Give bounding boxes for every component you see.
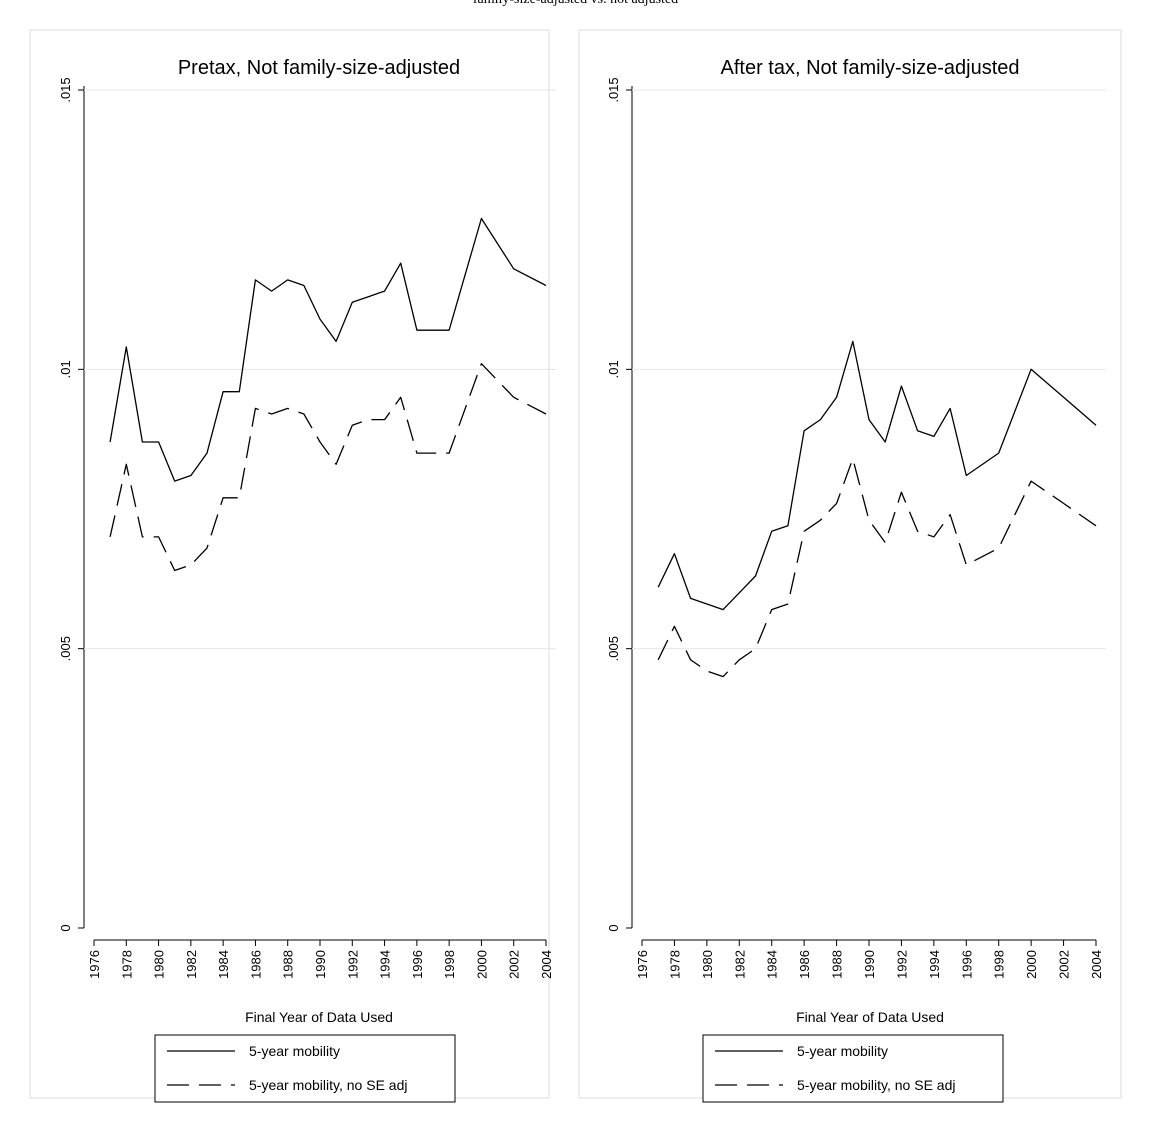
- chart-panel-aftertax: After tax, Not family-size-adjusted 0 .005…: [578, 29, 1122, 1103]
- x-tick-label: 1978: [119, 950, 134, 979]
- panel-frame: [578, 29, 1122, 1099]
- x-tick-label: 1988: [281, 950, 296, 979]
- y-tick-label: .01: [58, 360, 73, 378]
- x-tick-label: 1986: [248, 950, 263, 979]
- x-axis-label: Final Year of Data Used: [796, 1009, 944, 1025]
- x-tick-label: 2000: [1024, 950, 1039, 979]
- series-line-mobility: [657, 340, 1097, 611]
- figure-title-fragment: family-size-adjusted vs. not adjusted: [0, 0, 1151, 8]
- legend-label: 5-year mobility: [249, 1043, 340, 1059]
- x-tick-label: 1976: [87, 950, 102, 979]
- x-tick-label: 1982: [732, 950, 747, 979]
- x-tick-label: 1990: [862, 950, 877, 979]
- x-tick-label: 2000: [474, 950, 489, 979]
- legend-box: [702, 1034, 1004, 1103]
- chart-panel-pretax: Pretax, Not family-size-adjusted 0 .005 .01…: [29, 29, 556, 1103]
- x-tick-label: 2002: [1057, 950, 1072, 979]
- series-line-no-se-adj: [109, 363, 547, 572]
- panel-frame: [29, 29, 550, 1099]
- x-tick-label: 2004: [539, 950, 554, 979]
- x-tick-label: 1986: [797, 950, 812, 979]
- x-tick-label: 1992: [894, 950, 909, 979]
- x-axis-label: Final Year of Data Used: [245, 1009, 393, 1025]
- legend-label: 5-year mobility, no SE adj: [797, 1077, 955, 1093]
- y-tick-label: 0: [58, 924, 73, 931]
- x-tick-label: 1990: [313, 950, 328, 979]
- chart-title: After tax, Not family-size-adjusted: [721, 57, 1020, 79]
- x-tick-label: 1992: [345, 950, 360, 979]
- y-tick-label: 0: [606, 924, 621, 931]
- legend-label: 5-year mobility: [797, 1043, 888, 1059]
- x-tick-label: 1994: [378, 950, 393, 979]
- y-tick-label: .005: [58, 636, 73, 661]
- x-tick-label: 1984: [765, 950, 780, 979]
- x-tick-label: 1978: [667, 950, 682, 979]
- x-tick-label: 1980: [700, 950, 715, 979]
- y-tick-label: .005: [606, 636, 621, 661]
- legend-box: [154, 1034, 456, 1103]
- y-tick-label: .015: [606, 77, 621, 102]
- x-tick-label: 1984: [216, 950, 231, 979]
- x-tick-label: 1988: [830, 950, 845, 979]
- x-tick-label: 2002: [507, 950, 522, 979]
- y-tick-label: .015: [58, 77, 73, 102]
- x-tick-label: 1982: [184, 950, 199, 979]
- x-tick-label: 1996: [959, 950, 974, 979]
- series-line-no-se-adj: [657, 458, 1097, 678]
- chart-title: Pretax, Not family-size-adjusted: [178, 57, 460, 79]
- x-tick-label: 1998: [992, 950, 1007, 979]
- y-tick-label: .01: [606, 360, 621, 378]
- x-tick-label: 2004: [1089, 950, 1104, 979]
- x-tick-label: 1976: [635, 950, 650, 979]
- series-line-mobility: [109, 217, 547, 482]
- legend-label: 5-year mobility, no SE adj: [249, 1077, 407, 1093]
- x-tick-label: 1994: [927, 950, 942, 979]
- x-tick-label: 1980: [152, 950, 167, 979]
- x-tick-label: 1996: [410, 950, 425, 979]
- x-tick-label: 1998: [442, 950, 457, 979]
